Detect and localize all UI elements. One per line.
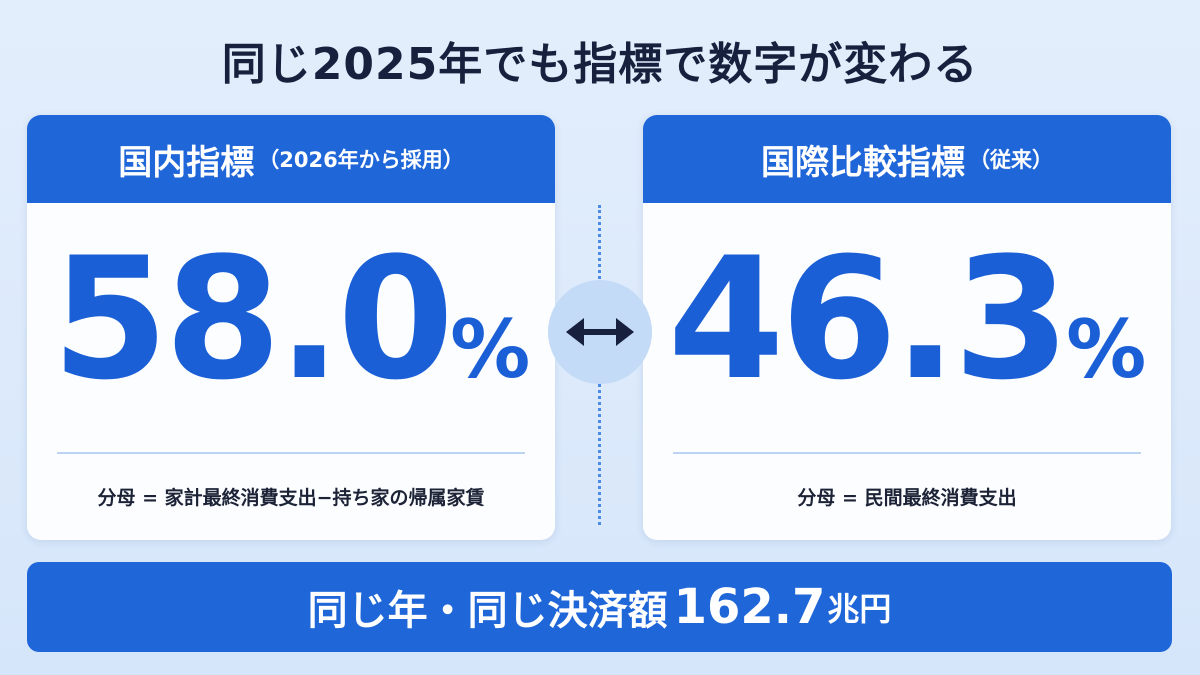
- card-formula: 分母 = 家計最終消費支出−持ち家の帰属家賃: [97, 487, 485, 509]
- card-formula: 分母 = 民間最終消費支出: [797, 487, 1017, 509]
- card: 国内指標 （2026年から採用） 58.0% 分母 = 家計最終消費支出−持ち家…: [27, 115, 555, 540]
- card: 国際比較指標 （従来） 46.3% 分母 = 民間最終消費支出: [643, 115, 1171, 540]
- card-value: 58.0%: [27, 235, 555, 403]
- card-note: （2026年から採用）: [258, 148, 464, 172]
- card-header: 国際比較指標 （従来）: [643, 115, 1171, 203]
- arrow-icon: [566, 318, 634, 346]
- banner-text: 同じ年・同じ決済額: [307, 588, 668, 634]
- card-name: 国内指標: [118, 142, 255, 183]
- title: 同じ2025年でも指標で数字が変わる: [221, 39, 979, 90]
- banner-unit: 兆円: [827, 590, 892, 628]
- value-number: 46.3: [667, 221, 1071, 417]
- compare-icon: [548, 280, 652, 384]
- card-value: 46.3%: [643, 235, 1171, 403]
- card-header: 国内指標 （2026年から採用）: [27, 115, 555, 203]
- value-number: 58.0: [51, 221, 455, 417]
- card-note: （従来）: [969, 148, 1053, 172]
- banner-value: 162.7: [673, 579, 826, 635]
- arrow-head: [616, 318, 634, 346]
- card-name: 国際比較指標: [761, 142, 965, 183]
- value-unit: %: [1066, 303, 1147, 396]
- value-unit: %: [450, 303, 531, 396]
- separator: [57, 452, 525, 454]
- banner: 同じ年・同じ決済額 162.7 兆円: [27, 562, 1172, 652]
- separator: [673, 452, 1141, 454]
- arrow-head: [566, 318, 584, 346]
